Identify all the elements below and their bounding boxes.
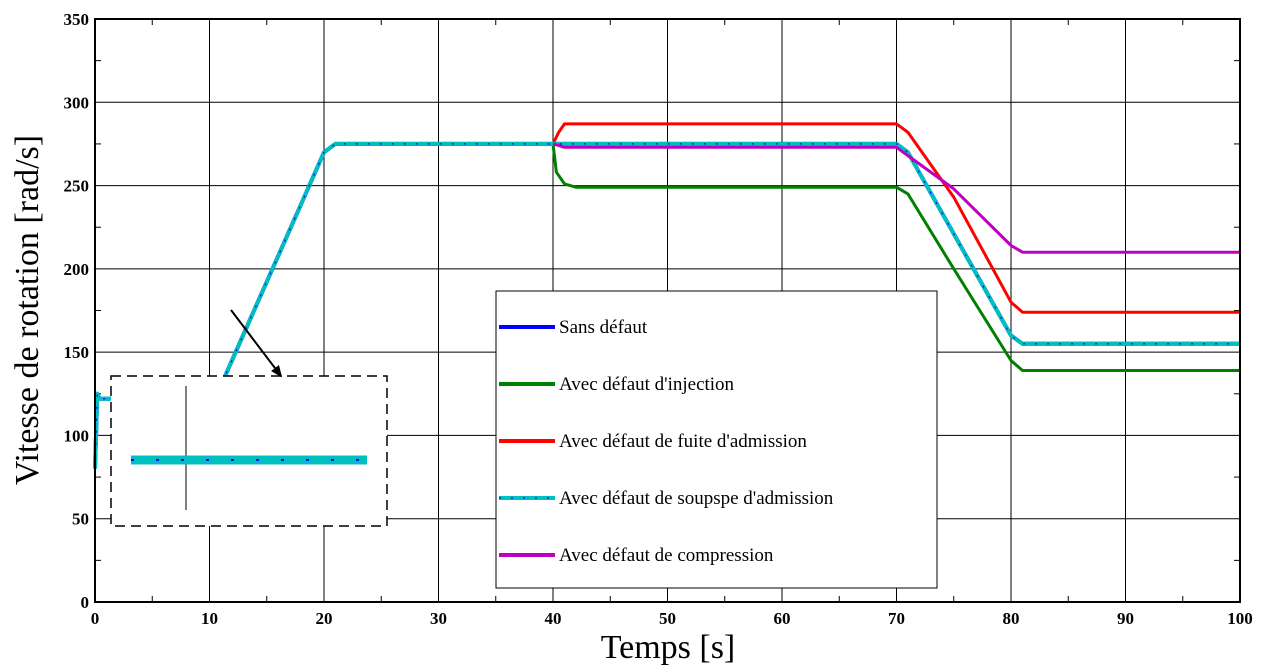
y-tick-label: 150 bbox=[64, 343, 90, 362]
zoom-arrow bbox=[230, 309, 283, 378]
series-layer bbox=[93, 122, 1240, 469]
y-axis-title: Vitesse de rotation [rad/s] bbox=[9, 135, 46, 485]
minor-ticks bbox=[95, 19, 1240, 602]
y-tick-label: 0 bbox=[81, 593, 90, 612]
series-line bbox=[552, 142, 1240, 254]
series-line bbox=[93, 141, 1240, 469]
x-tick-label: 0 bbox=[91, 609, 100, 628]
series-line bbox=[551, 143, 1240, 372]
zoom-inset bbox=[110, 375, 388, 527]
legend: Sans défaut Avec défaut d'injection Avec d… bbox=[495, 290, 938, 589]
x-tick-label: 70 bbox=[888, 609, 905, 628]
x-tick-label: 50 bbox=[659, 609, 676, 628]
x-tick-label: 20 bbox=[316, 609, 333, 628]
x-tick-label: 90 bbox=[1117, 609, 1134, 628]
x-tick-label: 40 bbox=[545, 609, 562, 628]
x-tick-label: 30 bbox=[430, 609, 447, 628]
legend-label: Avec défaut de fuite d'admission bbox=[559, 431, 807, 452]
y-tick-label: 250 bbox=[64, 177, 90, 196]
y-tick-label: 350 bbox=[64, 10, 90, 29]
y-tick-label: 200 bbox=[64, 260, 90, 279]
x-tick-label: 100 bbox=[1227, 609, 1253, 628]
legend-label: Sans défaut bbox=[559, 317, 648, 338]
tick-labels: 0 10 20 30 40 50 60 70 80 90 100 0 50 100 150 200 250 300… bbox=[64, 10, 1253, 628]
x-tick-label: 60 bbox=[774, 609, 791, 628]
legend-label: Avec défaut de soupspe d'admission bbox=[559, 488, 834, 509]
y-tick-label: 100 bbox=[64, 426, 90, 445]
plot-frame bbox=[94, 18, 1241, 603]
series-line bbox=[551, 122, 1240, 314]
x-tick-label: 10 bbox=[201, 609, 218, 628]
x-tick-label: 80 bbox=[1003, 609, 1020, 628]
y-tick-label: 300 bbox=[64, 93, 90, 112]
y-tick-label: 50 bbox=[72, 510, 89, 529]
legend-label: Avec défaut d'injection bbox=[559, 374, 735, 395]
legend-label: Avec défaut de compression bbox=[559, 545, 774, 566]
x-axis-title: Temps [s] bbox=[601, 629, 736, 666]
zoom-inset-box bbox=[110, 375, 388, 527]
legend-box bbox=[495, 290, 938, 589]
